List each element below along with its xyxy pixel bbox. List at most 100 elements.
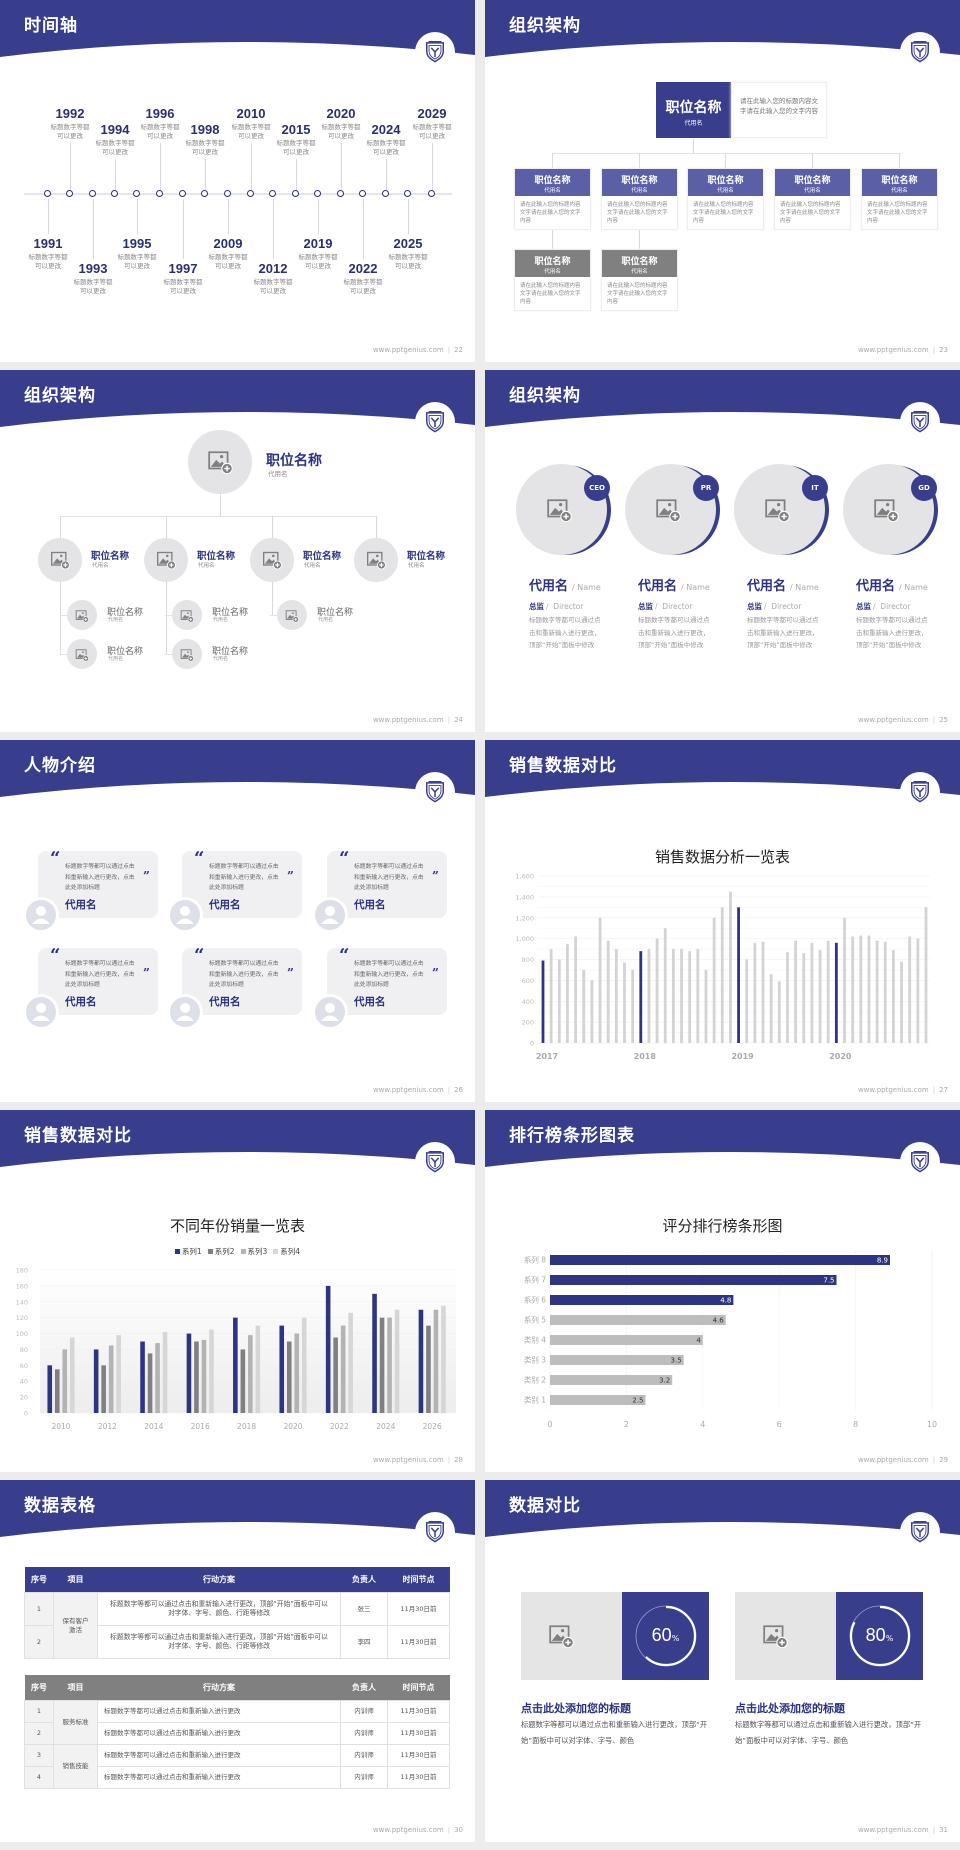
org-level2-node[interactable]: 职位名称 代用名 请在此输入您的标题内容文字请在此输入您的文字内容 xyxy=(774,168,851,230)
slide-thumbnail[interactable]: 组织架构 www.pptgenius.com | 25 CEO 代用名 / Name 总监 / … xyxy=(485,370,960,732)
x-tick-label: 2010 xyxy=(51,1422,70,1431)
x-tick-label: 2018 xyxy=(237,1422,256,1431)
testimonial-card[interactable]: “标题数字等都可以通过点击和重新输入进行更改，点击此处添加标题 ” 代用名 xyxy=(182,945,302,1015)
testimonial-card[interactable]: “标题数字等都可以通过点击和重新输入进行更改，点击此处添加标题 ” 代用名 xyxy=(182,848,302,918)
y-tick-label: 20 xyxy=(20,1394,28,1402)
footer-website[interactable]: www.pptgenius.com xyxy=(372,716,444,724)
photo-placeholder[interactable] xyxy=(67,639,97,669)
slide-thumbnail[interactable]: 组织架构 www.pptgenius.com | 23 职位名称 代用名 请在此输入您的标题… xyxy=(485,0,960,362)
image-placeholder-icon[interactable] xyxy=(180,608,194,623)
image-placeholder-icon[interactable] xyxy=(207,449,233,475)
slide-thumbnail[interactable]: 数据表格 www.pptgenius.com | 30 序号 项目 行动方案 负责人 时间节点 1… xyxy=(0,1480,475,1842)
position-title: 职位名称 xyxy=(91,551,130,562)
testimonial-card[interactable]: “标题数字等都可以通过点击和重新输入进行更改，点击此处添加标题 ” 代用名 xyxy=(327,848,447,918)
column-header: 序号 xyxy=(31,1575,47,1584)
image-placeholder-icon[interactable] xyxy=(285,608,299,623)
connector-line xyxy=(318,199,319,234)
image-placeholder-icon[interactable] xyxy=(764,497,790,523)
table-row[interactable]: 1 服务标准 标题数字等都可以通过点击和重新输入进行更改 内训师 11月30日前 xyxy=(24,1700,450,1745)
card-heading: 点击此处添加您的标题 xyxy=(735,1702,845,1715)
slide-thumbnail[interactable]: 销售数据对比 www.pptgenius.com | 27 销售数据分析一览表 0 200 4… xyxy=(485,740,960,1102)
org-level3-node[interactable]: 职位名称 代用名 请在此输入您的标题内容文字请在此输入您的文字内容 xyxy=(514,249,591,311)
event-description: 标题数字等都 xyxy=(253,278,293,286)
footer-website[interactable]: www.pptgenius.com xyxy=(372,1456,444,1464)
table-row[interactable]: 3 销售技能 标题数字等都可以通过点击和重新输入进行更改 内训师 11月30日前 xyxy=(24,1744,450,1789)
image-placeholder-icon[interactable] xyxy=(655,497,681,523)
image-placeholder-icon[interactable] xyxy=(762,1623,788,1649)
table-row[interactable]: 4 标题数字等都可以通过点击和重新输入进行更改 内训师 11月30日前 xyxy=(24,1766,450,1789)
photo-placeholder[interactable] xyxy=(250,538,294,582)
footer-website[interactable]: www.pptgenius.com xyxy=(857,1826,929,1834)
connector-line xyxy=(60,615,67,616)
image-placeholder-icon[interactable] xyxy=(75,647,89,662)
image-placeholder-icon[interactable] xyxy=(546,497,572,523)
testimonial-card[interactable]: “标题数字等都可以通过点击和重新输入进行更改，点击此处添加标题 ” 代用名 xyxy=(38,945,158,1015)
y-tick-label: 1,600 xyxy=(515,873,534,881)
bar xyxy=(348,1312,353,1413)
table-row[interactable]: 1 保有客户激活 标题数字等都可以通过点击和重新输入进行更改，顶部“开始”面板中可以… xyxy=(24,1592,450,1659)
photo-placeholder[interactable] xyxy=(172,639,202,669)
photo-placeholder[interactable] xyxy=(67,600,97,630)
bar xyxy=(574,936,577,1043)
image-placeholder-icon[interactable] xyxy=(548,1623,574,1649)
percent-number: 60 xyxy=(651,1625,672,1645)
slide-thumbnail[interactable]: 排行榜条形图表 www.pptgenius.com | 29 评分排行榜条形图 0 2 4 6 8… xyxy=(485,1110,960,1472)
footer-website[interactable]: www.pptgenius.com xyxy=(857,1086,929,1094)
slide-thumbnail[interactable]: 数据对比 www.pptgenius.com | 31 60% 点击此处添加您的标题 标题数… xyxy=(485,1480,960,1842)
table-row[interactable]: 2 标题数字等都可以通过点击和重新输入进行更改，顶部“开始”面板中可以对字体、字号… xyxy=(24,1625,450,1659)
event-description: 可以更改 xyxy=(395,262,421,270)
bar xyxy=(794,940,798,1043)
slide-thumbnail[interactable]: 组织架构 www.pptgenius.com | 24 职位名称 代用名 职位名称 代用名 职位… xyxy=(0,370,475,732)
role-badge: IT xyxy=(802,475,828,501)
footer-website[interactable]: www.pptgenius.com xyxy=(857,346,929,354)
timeline-node xyxy=(428,190,435,197)
image-placeholder-icon[interactable] xyxy=(50,550,70,570)
org-level2-node[interactable]: 职位名称 代用名 请在此输入您的标题内容文字请在此输入您的文字内容 xyxy=(514,168,591,230)
slide-thumbnail[interactable]: 销售数据对比 www.pptgenius.com | 28 不同年份销量一览表 系列1 系列… xyxy=(0,1110,475,1472)
org-top-node[interactable]: 职位名称 代用名 xyxy=(656,82,731,138)
bar xyxy=(233,1317,238,1413)
bar xyxy=(916,938,920,1043)
photo-placeholder[interactable] xyxy=(735,1592,836,1680)
member-role-line: 总监 / Director xyxy=(856,594,910,613)
image-placeholder-icon[interactable] xyxy=(366,550,386,570)
position-title: 职位名称 xyxy=(303,551,342,562)
image-placeholder-icon[interactable] xyxy=(180,647,194,662)
footer-website[interactable]: www.pptgenius.com xyxy=(372,1826,444,1834)
slide-thumbnail[interactable]: 时间轴 www.pptgenius.com | 22 1991 标题数字等都 可以更改 199… xyxy=(0,0,475,362)
org-level2-node[interactable]: 职位名称 代用名 请在此输入您的标题内容文字请在此输入您的文字内容 xyxy=(687,168,764,230)
footer-website[interactable]: www.pptgenius.com xyxy=(857,1456,929,1464)
footer-website[interactable]: www.pptgenius.com xyxy=(372,1086,444,1094)
bar-value-label: 4 xyxy=(696,1337,701,1345)
image-placeholder-icon[interactable] xyxy=(873,497,899,523)
footer-website[interactable]: www.pptgenius.com xyxy=(372,346,444,354)
footer-website[interactable]: www.pptgenius.com xyxy=(857,716,929,724)
photo-placeholder[interactable] xyxy=(521,1592,622,1680)
x-tick-label: 2017 xyxy=(536,1052,558,1061)
photo-placeholder[interactable] xyxy=(188,430,252,494)
image-placeholder-icon[interactable] xyxy=(75,608,89,623)
org-level2-node[interactable]: 职位名称 代用名 请在此输入您的标题内容文字请在此输入您的文字内容 xyxy=(601,168,678,230)
testimonial-card[interactable]: “标题数字等都可以通过点击和重新输入进行更改，点击此处添加标题 ” 代用名 xyxy=(38,848,158,918)
timeline-node xyxy=(314,190,321,197)
category-label: 类别 3 xyxy=(524,1355,546,1365)
testimonial-card[interactable]: “标题数字等都可以通过点击和重新输入进行更改，点击此处添加标题 ” 代用名 xyxy=(327,945,447,1015)
org-level2-node[interactable]: 职位名称 代用名 请在此输入您的标题内容文字请在此输入您的文字内容 xyxy=(861,168,938,230)
org-level3-node[interactable]: 职位名称 代用名 请在此输入您的标题内容文字请在此输入您的文字内容 xyxy=(601,249,678,311)
event-description: 标题数字等都 xyxy=(366,139,406,147)
photo-placeholder[interactable] xyxy=(172,600,202,630)
member-name-en: / Name xyxy=(790,583,819,592)
position-title: 职位名称 xyxy=(534,176,571,186)
image-placeholder-icon[interactable] xyxy=(156,550,176,570)
photo-placeholder[interactable] xyxy=(144,538,188,582)
photo-placeholder[interactable] xyxy=(354,538,398,582)
bar xyxy=(62,1349,68,1413)
slide-thumbnail[interactable]: 人物介绍 www.pptgenius.com | 26 “标题数字等都可以通过点击和重新… xyxy=(0,740,475,1102)
timeline-node xyxy=(382,190,389,197)
owner-cell: 张三 xyxy=(340,1592,388,1626)
photo-placeholder[interactable] xyxy=(277,600,307,630)
image-placeholder-icon[interactable] xyxy=(262,550,282,570)
bar xyxy=(892,950,895,1043)
bar xyxy=(663,928,667,1043)
photo-placeholder[interactable] xyxy=(38,538,82,582)
